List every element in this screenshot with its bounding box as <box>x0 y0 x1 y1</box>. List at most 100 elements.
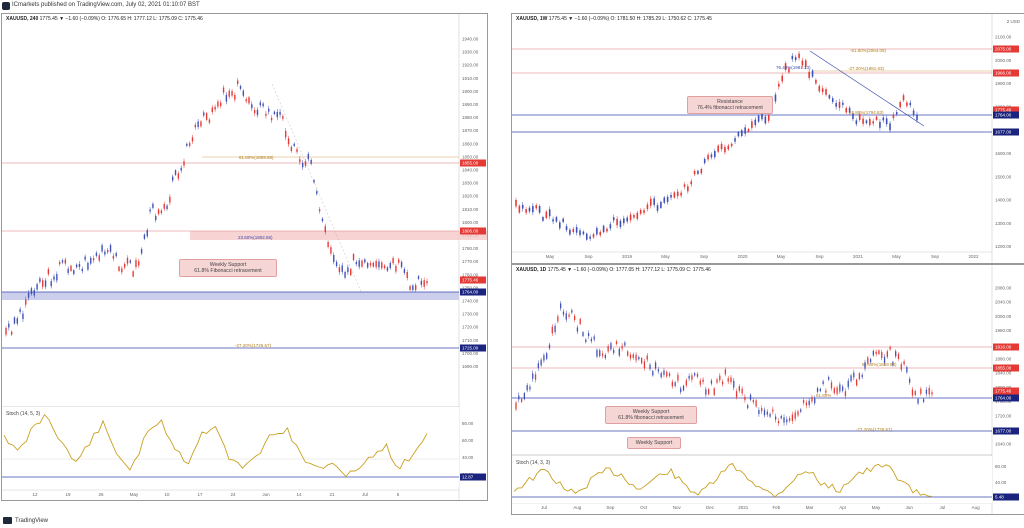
date-tick-label: 12 <box>32 492 38 497</box>
candle <box>310 159 312 164</box>
candle <box>835 102 837 107</box>
candle <box>569 229 571 235</box>
date-tick-label: Oct <box>640 505 648 510</box>
stoch-scale-label: 40.00 <box>462 455 474 460</box>
candle <box>885 118 888 125</box>
candle <box>112 255 115 259</box>
date-tick-label: Jun <box>906 505 914 510</box>
candle <box>733 380 735 388</box>
candle <box>75 264 78 268</box>
candle <box>369 263 372 266</box>
candle <box>613 349 615 353</box>
price-tick-label: 1700.00 <box>462 351 479 356</box>
candle <box>25 299 27 305</box>
candle <box>426 281 428 284</box>
date-tick-label: 24 <box>230 492 236 497</box>
candle <box>61 260 64 263</box>
candle <box>703 158 706 164</box>
chart-1w-pane[interactable]: 2100.002000.001900.001800.001700.001600.… <box>511 13 1024 264</box>
price-tag-label: 1677.00 <box>995 130 1012 135</box>
price-tick-label: 1890.00 <box>462 102 479 107</box>
candle <box>761 113 763 120</box>
candle <box>555 217 558 222</box>
candle <box>256 109 259 116</box>
candle <box>67 268 69 273</box>
date-tick-label: 5 <box>397 492 400 497</box>
weekly-support-note: Weekly Support <box>627 437 681 449</box>
candle <box>713 388 715 395</box>
candle <box>590 338 593 342</box>
candle <box>352 254 355 261</box>
candle <box>624 342 626 346</box>
candle <box>741 388 743 394</box>
scale-unit-label: 2 USD <box>1006 19 1020 24</box>
candle <box>338 267 341 273</box>
candle <box>587 333 590 337</box>
candle <box>677 374 679 381</box>
candle <box>668 373 671 376</box>
candle <box>754 119 757 125</box>
candle <box>606 228 608 232</box>
candle <box>847 380 849 388</box>
chart-1w-canvas[interactable]: 2100.002000.001900.001800.001700.001600.… <box>512 14 1024 263</box>
price-tick-label: 1720.00 <box>462 325 479 330</box>
candle <box>747 128 750 132</box>
candle <box>652 371 654 376</box>
candle <box>654 362 657 369</box>
date-tick-label: 10 <box>164 492 170 497</box>
candle <box>208 119 211 123</box>
chart-4h-canvas[interactable]: 1940.001930.001920.001910.001900.001890.… <box>2 14 487 500</box>
candle <box>811 396 813 402</box>
candle <box>660 373 662 378</box>
candle <box>638 357 640 360</box>
candle <box>749 394 752 400</box>
candle <box>682 385 685 391</box>
price-tick-label: 1710.00 <box>462 338 479 343</box>
date-tick-label: May <box>892 254 901 259</box>
candle <box>646 204 649 210</box>
candle <box>183 161 185 166</box>
price-tick-label: 1780.00 <box>462 246 479 251</box>
candle <box>914 391 916 396</box>
candle <box>347 267 349 273</box>
date-tick-label: May <box>777 254 786 259</box>
candle <box>680 388 682 393</box>
candle <box>791 414 794 421</box>
candle <box>666 196 669 202</box>
candle <box>791 55 794 60</box>
chart-1d-canvas[interactable]: 2080.002040.002000.001960.001920.001880.… <box>512 265 1024 514</box>
candle <box>169 196 171 203</box>
date-tick-label: Jul <box>362 492 368 497</box>
candle <box>121 268 123 273</box>
candle <box>33 290 35 296</box>
weekly-support-fib-note: Weekly Support 61.8% fibonacci retraceme… <box>605 406 697 424</box>
candle <box>318 209 321 212</box>
candle <box>875 351 877 355</box>
candle <box>565 226 568 231</box>
candle <box>705 389 707 395</box>
candle <box>778 83 780 87</box>
candle <box>752 400 754 403</box>
candle <box>540 359 542 366</box>
price-tag <box>993 128 1019 136</box>
candle <box>378 261 380 268</box>
candle <box>825 89 827 95</box>
candle <box>234 94 236 100</box>
date-tick-label: Apr <box>839 505 847 510</box>
candle <box>534 374 537 380</box>
candle <box>228 90 230 97</box>
candle <box>403 269 406 273</box>
candle <box>361 260 363 267</box>
price-tick-label: 1690.00 <box>462 364 479 369</box>
chart-4h-pane[interactable]: 1940.00 1930.00 1920.00 1910.00 1900.00 1890.… <box>1 13 488 501</box>
candle <box>157 209 160 215</box>
candle <box>839 384 841 392</box>
fib-label-neg272: -27.20%(1726.67) <box>235 343 272 348</box>
candle <box>801 60 804 66</box>
chart-1d-pane[interactable]: 2080.002040.002000.001960.001920.001880.… <box>511 264 1024 515</box>
candle <box>618 348 620 356</box>
stoch-scale-label: 40.00 <box>995 480 1007 485</box>
candle <box>400 261 403 268</box>
candle <box>878 350 880 355</box>
fib-label-neg272: -27.20%(1981.63) <box>848 66 885 71</box>
